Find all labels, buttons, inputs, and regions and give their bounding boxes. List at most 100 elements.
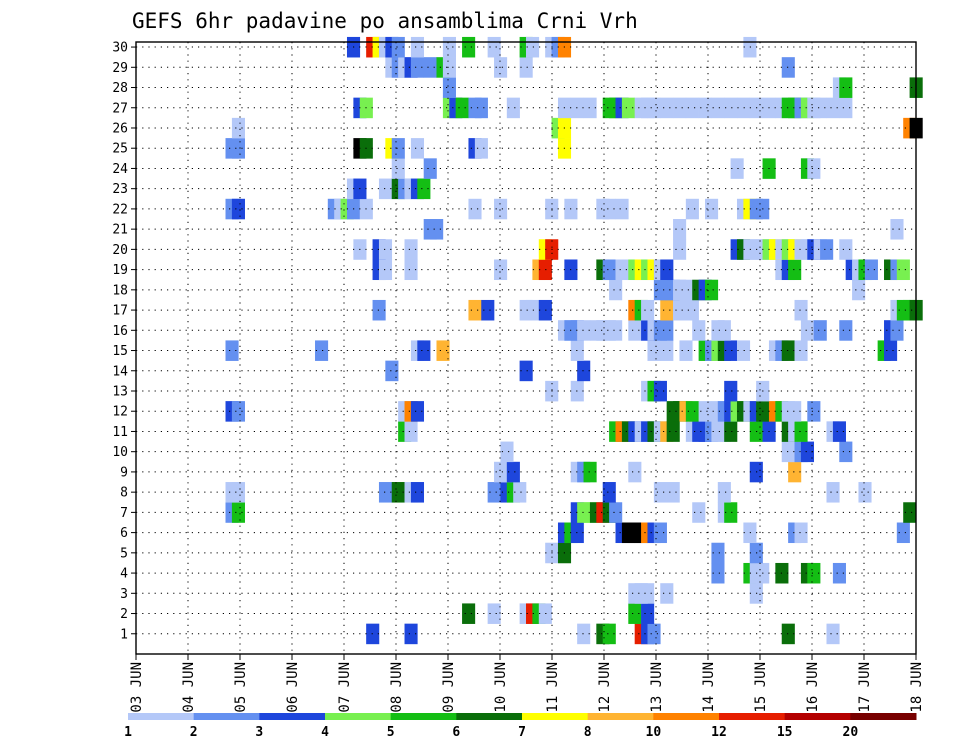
heatmap-cell <box>468 198 482 220</box>
heatmap-cell <box>724 421 738 442</box>
heatmap-cell <box>647 97 661 119</box>
y-tick-label: 4 <box>120 567 128 582</box>
heatmap-cell <box>832 562 846 584</box>
heatmap-cell <box>794 299 808 321</box>
heatmap-cell <box>583 461 597 483</box>
x-tick-label: 12 JUN <box>597 662 613 713</box>
heatmap-cell <box>660 320 674 341</box>
heatmap-cell <box>410 138 425 159</box>
heatmap-cell <box>685 401 699 422</box>
heatmap-cell <box>231 138 245 159</box>
heatmap-cell <box>890 219 904 240</box>
heatmap-cell <box>890 320 904 341</box>
x-tick-label: 06 JUN <box>285 662 301 713</box>
colorbar-segment <box>784 713 851 720</box>
y-tick-label: 12 <box>112 405 128 420</box>
heatmap-cell <box>417 178 431 200</box>
heatmap-cell <box>736 97 751 119</box>
heatmap-cell <box>378 482 393 503</box>
colorbar-segment <box>587 713 654 720</box>
y-tick-label: 18 <box>112 283 128 298</box>
heatmap-cell <box>788 259 802 281</box>
heatmap-cell <box>602 198 616 220</box>
heatmap-cell <box>864 259 878 281</box>
heatmap-cell <box>410 401 425 422</box>
heatmap-cell <box>430 219 444 240</box>
heatmap-cell <box>673 219 687 240</box>
heatmap-cell <box>519 57 533 78</box>
x-tick-label: 13 JUN <box>649 662 665 713</box>
colorbar-segment <box>522 713 589 720</box>
heatmap-cell <box>378 239 393 260</box>
x-tick-label: 08 JUN <box>389 662 405 713</box>
heatmap-cells <box>225 36 923 645</box>
y-tick-label: 24 <box>112 162 128 177</box>
heatmap-cell <box>487 603 501 624</box>
heatmap-cell <box>711 562 725 584</box>
heatmap-cell <box>423 57 437 78</box>
heatmap-cell <box>506 461 520 483</box>
heatmap-cell <box>436 340 450 361</box>
heatmap-cell <box>455 97 469 119</box>
heatmap-cell <box>903 502 917 523</box>
x-tick-label: 05 JUN <box>233 662 249 713</box>
heatmap-cell <box>442 36 456 58</box>
heatmap-cell <box>800 320 815 341</box>
heatmap-cell <box>839 239 853 260</box>
y-tick-label: 7 <box>120 506 128 521</box>
heatmap-cell <box>692 320 706 341</box>
x-tick-label: 07 JUN <box>337 662 353 713</box>
heatmap-cell <box>807 562 821 584</box>
heatmap-cell <box>602 623 616 645</box>
heatmap-cell <box>628 603 642 624</box>
heatmap-cell <box>826 623 840 645</box>
heatmap-cell <box>724 502 738 523</box>
x-tick-label: 09 JUN <box>441 662 457 713</box>
y-tick-label: 13 <box>112 384 128 399</box>
heatmap-cell <box>781 340 795 361</box>
heatmap-cell <box>641 299 655 321</box>
colorbar-segment <box>653 713 720 720</box>
colorbar-label: 8 <box>584 725 592 740</box>
heatmap-cell <box>494 198 508 220</box>
heatmap-cell <box>788 461 802 483</box>
y-tick-label: 15 <box>112 344 128 359</box>
heatmap-cell <box>372 299 386 321</box>
heatmap-cell <box>660 97 674 119</box>
colorbar-segment <box>193 713 260 720</box>
y-tick-label: 17 <box>112 304 128 319</box>
heatmap-cell <box>653 380 667 402</box>
heatmap-cell <box>685 299 699 321</box>
colorbar-label: 20 <box>843 725 859 740</box>
y-tick-label: 27 <box>112 101 128 116</box>
heatmap-cell <box>698 401 712 422</box>
y-tick-label: 25 <box>112 142 128 157</box>
heatmap-cell <box>666 421 680 442</box>
y-tick-label: 26 <box>112 121 128 136</box>
y-tick-label: 19 <box>112 263 128 278</box>
colorbar: 1 2 3 4 5 6 7 8 10 12 15 20 <box>124 713 917 740</box>
heatmap-cell <box>813 320 827 341</box>
x-tick-label: 14 JUN <box>701 662 717 713</box>
heatmap-cell <box>736 340 751 361</box>
y-tick-label: 9 <box>120 465 128 480</box>
heatmap-cell <box>315 340 329 361</box>
heatmap-cell <box>839 441 853 463</box>
heatmap-cell <box>858 482 872 503</box>
heatmap-cell <box>641 603 655 624</box>
heatmap-cell <box>794 340 808 361</box>
heatmap-cell <box>391 158 405 179</box>
x-tick-label: 11 JUN <box>545 662 561 713</box>
heatmap-cell <box>813 97 827 119</box>
heatmap-cell <box>494 57 508 78</box>
heatmap-cell <box>519 360 533 382</box>
x-tick-label: 15 JUN <box>753 662 769 713</box>
heatmap-cell <box>781 57 795 78</box>
colorbar-label: 2 <box>190 725 198 740</box>
heatmap-cell <box>832 421 846 442</box>
y-tick-label: 14 <box>112 364 128 379</box>
heatmap-cell <box>423 158 437 179</box>
colorbar-label: 5 <box>387 725 395 740</box>
heatmap-cell <box>692 502 706 523</box>
